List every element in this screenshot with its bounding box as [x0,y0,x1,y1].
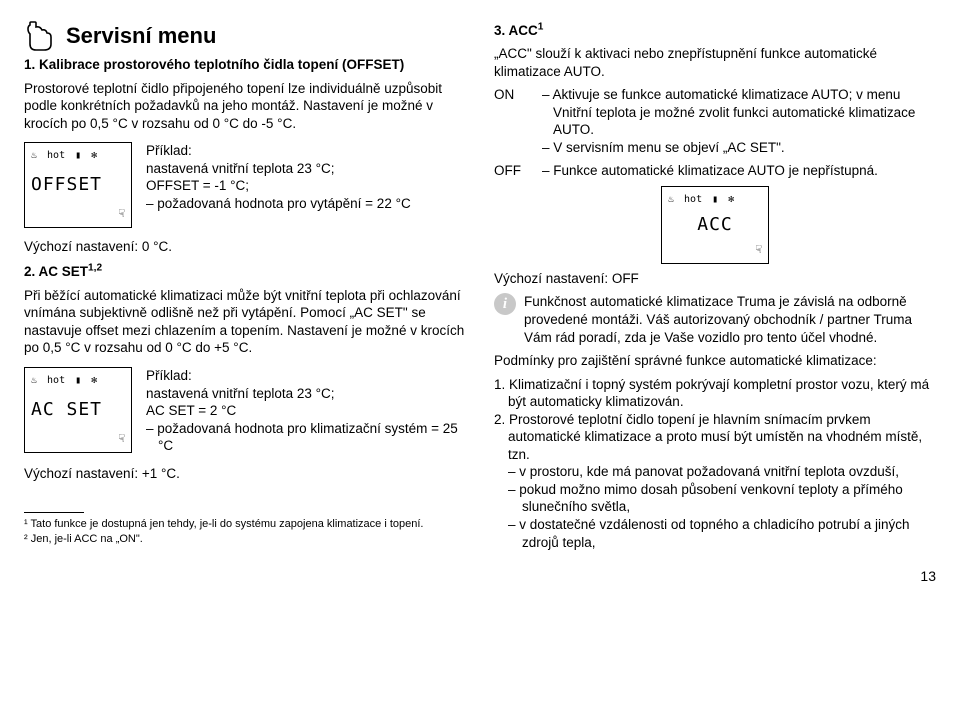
footnote-1: ¹ Tato funkce je dostupná jen tehdy, je-… [32,517,466,531]
display-offset-text: OFFSET [31,173,125,196]
example-2-line3: – požadovaná hodnota pro klimatizační sy… [158,420,466,455]
hand-mini-icon: ☟ [31,207,125,221]
section-2: 2. AC SET1,2 [24,262,466,281]
hot-icon: hot [47,374,65,387]
default-1: Výchozí nastavení: 0 °C. [24,238,466,256]
example-label: Příklad: [146,142,466,160]
condition-1: 1. Klimatizační i topný systém pokrývají… [508,376,936,411]
example-2-line1: nastavená vnitřní teplota 23 °C; [146,385,466,403]
page-number: 13 [494,567,936,585]
display-offset: ♨ hot ▮ ✻ OFFSET ☟ [24,142,132,228]
section-1: 1. Kalibrace prostorového teplotního čid… [24,56,466,74]
hand-mini-icon: ☟ [668,243,762,257]
section-2-body: Při běžící automatické klimatizaci může … [24,287,466,357]
off-row: OFF – Funkce automatické klimatizace AUT… [494,162,936,180]
flame-icon: ♨ [668,193,674,206]
example-2: Příklad: nastavená vnitřní teplota 23 °C… [146,367,466,455]
section-2-title: 2. AC SET [24,264,88,279]
flame-icon: ♨ [31,374,37,387]
example-1-line1: nastavená vnitřní teplota 23 °C; [146,160,466,178]
bottle-icon: ▮ [712,193,718,206]
bottle-icon: ▮ [75,374,81,387]
condition-2b: – pokud možno mimo dosah působení venkov… [522,481,936,516]
display-acset-text: AC SET [31,398,125,421]
condition-2c: – v dostatečné vzdálenosti od topného a … [522,516,936,551]
display-acset: ♨ hot ▮ ✻ AC SET ☟ [24,367,132,453]
fan-icon: ✻ [91,149,97,162]
info-block: i Funkčnost automatické klimatizace Trum… [494,293,936,346]
footnote-2: ² Jen, je-li ACC na „ON". [32,532,466,546]
example-1: Příklad: nastavená vnitřní teplota 23 °C… [146,142,466,212]
info-text: Funkčnost automatické klimatizace Truma … [524,293,936,346]
page-title: Servisní menu [66,22,216,51]
display-acc: ♨ hot ▮ ✻ ACC ☟ [661,186,769,264]
display-acc-text: ACC [668,213,762,236]
default-2: Výchozí nastavení: +1 °C. [24,465,466,483]
section-1-title: 1. Kalibrace prostorového teplotního čid… [24,57,404,72]
fan-icon: ✻ [728,193,734,206]
section-1-body: Prostorové teplotní čidlo připojeného to… [24,80,466,133]
on-row: ON – Aktivuje se funkce automatické klim… [494,86,936,156]
flame-icon: ♨ [31,149,37,162]
section-3-title: 3. ACC [494,23,538,38]
section-2-sup: 1,2 [88,263,102,274]
title-row: Servisní menu [24,20,466,52]
condition-2a: – v prostoru, kde má panovat požadovaná … [522,463,936,481]
bottle-icon: ▮ [75,149,81,162]
section-3: 3. ACC1 [494,20,936,39]
on-line1: – Aktivuje se funkce automatické klimati… [553,86,936,139]
default-3: Výchozí nastavení: OFF [494,270,936,288]
example-label-2: Příklad: [146,367,466,385]
hot-icon: hot [47,149,65,162]
conditions-title: Podmínky pro zajištění správné funkce au… [494,352,936,370]
footnote-divider [24,512,84,513]
on-line2: – V servisním menu se objeví „AC SET". [553,139,936,157]
off-line1: – Funkce automatické klimatizace AUTO je… [553,162,936,180]
info-icon: i [494,293,516,315]
condition-2: 2. Prostorové teplotní čidlo topení je h… [508,411,936,464]
touch-icon [24,20,56,52]
example-2-line2: AC SET = 2 °C [146,402,466,420]
hand-mini-icon: ☟ [31,432,125,446]
off-label: OFF [494,162,528,180]
fan-icon: ✻ [91,374,97,387]
example-1-line2: OFFSET = -1 °C; [146,177,466,195]
section-3-body: „ACC" slouží k aktivaci nebo znepřístupn… [494,45,936,80]
example-1-line3: – požadovaná hodnota pro vytápění = 22 °… [158,195,466,213]
section-3-sup: 1 [538,21,544,32]
hot-icon: hot [684,193,702,206]
on-label: ON [494,86,528,156]
